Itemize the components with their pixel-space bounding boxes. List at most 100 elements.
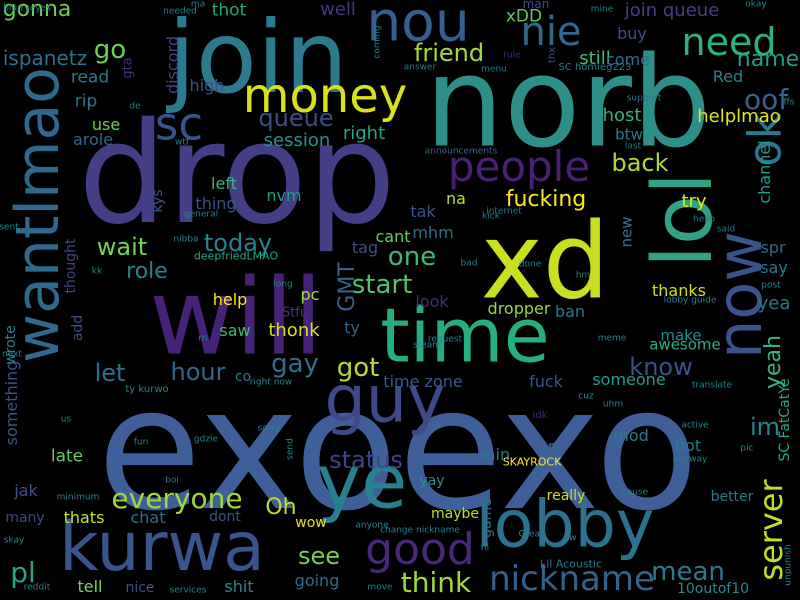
cloud-word: needed <box>163 6 197 17</box>
cloud-word: friend <box>413 39 485 67</box>
cloud-word: name <box>736 47 800 72</box>
cloud-word: ye <box>316 437 408 526</box>
cloud-word: jak <box>14 481 38 500</box>
cloud-word: yay <box>419 473 445 489</box>
cloud-word: come <box>605 50 651 69</box>
cloud-word: channel <box>755 140 774 204</box>
cloud-word: rn <box>198 333 208 344</box>
cloud-word: going <box>294 571 340 590</box>
cloud-word: drop <box>78 93 396 256</box>
cloud-word: pc <box>300 285 320 304</box>
cloud-word: na <box>446 189 466 208</box>
cloud-word: time zone <box>383 372 463 391</box>
cloud-word: norb <box>424 30 712 176</box>
cloud-word: announcements <box>424 146 498 157</box>
cloud-word: buy <box>617 24 647 43</box>
cloud-word: lobby guide <box>663 295 717 306</box>
cloud-word: nie <box>520 9 582 55</box>
cloud-word: wantlmao <box>3 67 73 363</box>
cloud-word: kick <box>482 211 500 222</box>
cloud-word: services <box>169 585 207 596</box>
cloud-word: gay <box>271 349 319 379</box>
cloud-word: fucking <box>505 187 587 212</box>
cloud-word: money <box>242 68 408 124</box>
cloud-word: kurwa <box>59 508 265 587</box>
cloud-word: thonk <box>268 320 320 341</box>
cloud-word: ty kurwo <box>125 384 169 395</box>
cloud-word: arole <box>72 130 114 149</box>
cloud-word: rule <box>503 50 521 61</box>
cloud-word: us <box>60 414 72 425</box>
cloud-word: gta <box>120 57 136 79</box>
cloud-word: yea <box>757 293 791 314</box>
cloud-word: time <box>380 291 550 380</box>
cloud-word: wtf <box>174 137 190 148</box>
cloud-word: Stfu <box>281 305 309 321</box>
cloud-word: uhm <box>602 399 624 410</box>
cloud-word: status <box>329 446 403 474</box>
cloud-word: something <box>2 360 21 446</box>
cloud-word: read <box>70 67 110 88</box>
cloud-word: nice <box>125 580 155 596</box>
cloud-word: people <box>447 142 591 191</box>
cloud-word: start <box>351 270 413 300</box>
cloud-word: xDD <box>505 6 543 27</box>
cloud-word: left <box>211 174 237 193</box>
cloud-word: internet <box>486 206 522 217</box>
cloud-word: cuz <box>578 391 594 402</box>
cloud-word: ty <box>344 318 360 337</box>
cloud-word: helplmao <box>697 106 781 127</box>
cloud-word: saw <box>219 321 251 340</box>
cloud-word: steam <box>412 340 442 351</box>
cloud-word: coming <box>372 25 383 59</box>
cloud-word: awesome <box>649 335 721 354</box>
cloud-word: thx <box>547 46 558 64</box>
cloud-word: Lil Acoustic <box>540 557 602 571</box>
cloud-word: will <box>149 256 323 379</box>
cloud-word: really <box>546 488 586 504</box>
cloud-word: SC homieg223 <box>558 62 632 73</box>
cloud-word: try <box>681 191 707 212</box>
cloud-word: right now <box>249 377 293 388</box>
cloud-word: join queue <box>624 0 720 21</box>
cloud-word: support <box>626 93 662 104</box>
cloud-word: sent <box>0 222 19 233</box>
cloud-word: GMT <box>335 262 360 312</box>
cloud-word: go <box>93 35 127 65</box>
cloud-word: dont <box>209 509 241 525</box>
cloud-word: SC FatCatYe <box>777 378 793 462</box>
cloud-word: okay <box>745 0 767 10</box>
cloud-word: well <box>320 0 356 20</box>
cloud-word: reddit <box>23 582 51 593</box>
cloud-word: send <box>285 438 296 460</box>
cloud-word: exoexo <box>97 351 699 549</box>
cloud-word: good <box>365 524 475 575</box>
cloud-word: ur <box>537 437 555 456</box>
cloud-word: maybe <box>430 506 480 522</box>
cloud-word: guy <box>324 362 446 438</box>
cloud-word: Oh <box>265 495 297 520</box>
cloud-word: done <box>518 259 542 270</box>
cloud-word: thing <box>195 194 237 213</box>
cloud-word: 10outof10 <box>676 581 750 597</box>
cloud-word: deepfriedLMAO <box>193 249 279 263</box>
cloud-word: sc <box>154 97 204 151</box>
cloud-word: menu <box>481 64 507 75</box>
cloud-word: translate <box>691 380 733 391</box>
cloud-word: blurryeyes <box>3 3 51 14</box>
cloud-word: im <box>749 413 781 441</box>
cloud-word: hm <box>575 270 591 281</box>
cloud-word: better <box>710 489 754 505</box>
cloud-word: post <box>761 280 781 291</box>
cloud-word: co <box>234 369 252 385</box>
cloud-word: long <box>273 279 293 290</box>
cloud-word: ffs <box>783 97 795 108</box>
cloud-word: ja <box>431 421 441 432</box>
cloud-word: skay <box>3 535 25 546</box>
cloud-word: mine <box>590 4 614 15</box>
cloud-word: nou <box>366 0 470 54</box>
cloud-word: late <box>50 446 84 467</box>
cloud-word: next <box>2 349 22 360</box>
cloud-word: new <box>617 216 636 248</box>
cloud-word: say <box>760 258 788 277</box>
